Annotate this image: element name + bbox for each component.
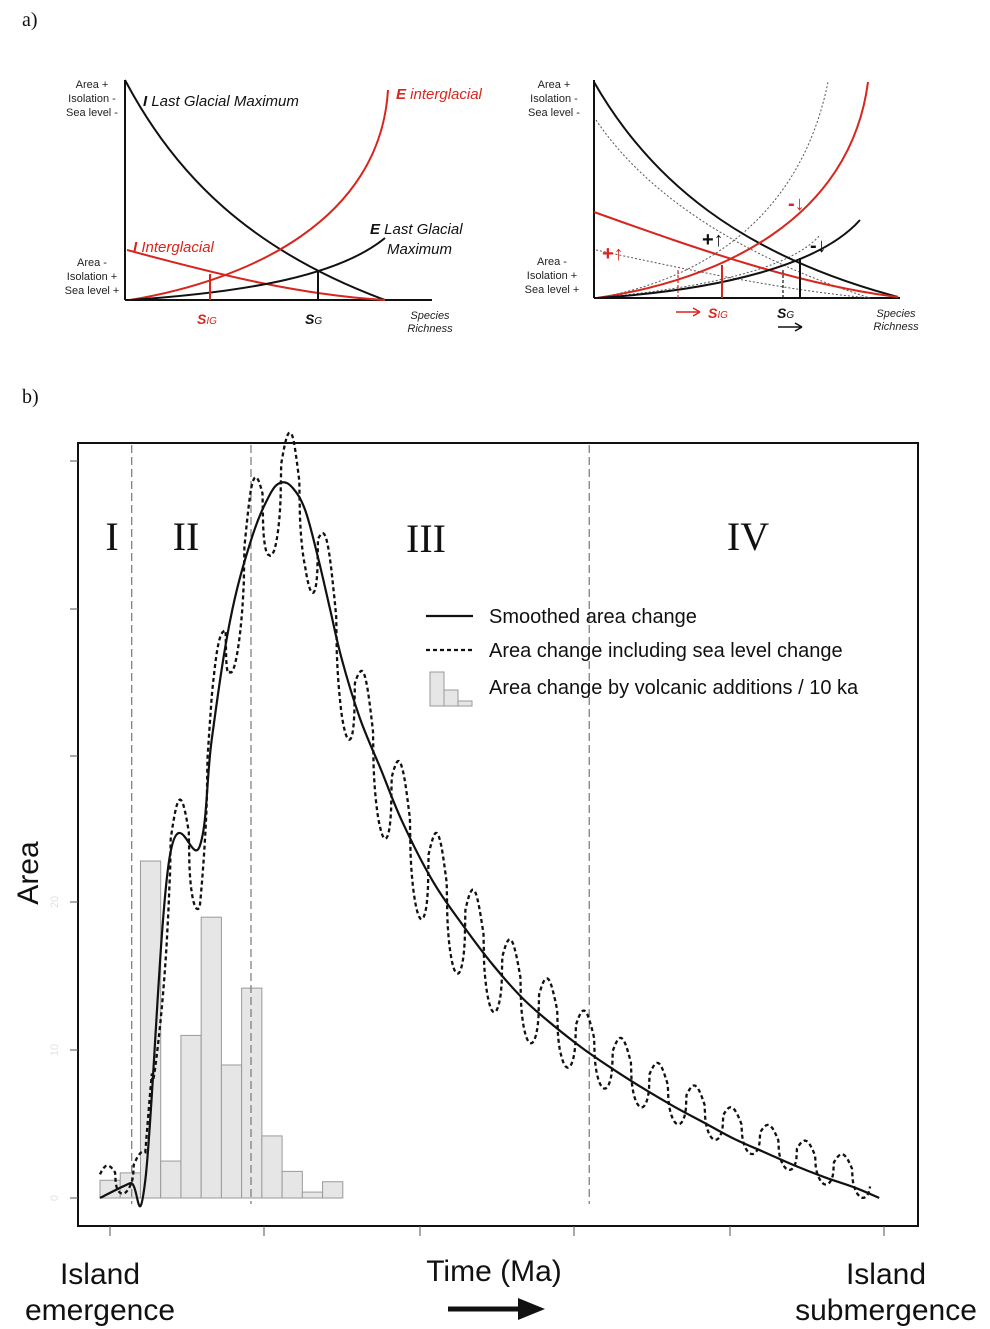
left-ylabel-bottom-3: Sea level + bbox=[65, 285, 120, 297]
phase-II: II bbox=[173, 514, 200, 559]
histogram-bar bbox=[261, 1135, 283, 1199]
x-right-label-1: Island bbox=[846, 1258, 926, 1291]
phase-I: I bbox=[105, 514, 118, 559]
right-xlabel-2: Richness bbox=[873, 321, 919, 333]
histogram bbox=[99, 860, 344, 1199]
label-e-lgm-2: Maximum bbox=[387, 241, 452, 258]
panel-b-label: b) bbox=[22, 386, 39, 408]
left-ylabel-top-2: Isolation - bbox=[68, 93, 116, 105]
histogram-bar bbox=[139, 860, 162, 1199]
ytick-10: 10 bbox=[49, 1044, 61, 1056]
legend: Smoothed area change Area change includi… bbox=[426, 606, 859, 707]
right-ylabel-top-2: Isolation - bbox=[530, 93, 578, 105]
series-sea-level-dotted bbox=[98, 431, 872, 1199]
histogram-bar bbox=[180, 1034, 202, 1199]
right-ylabel-top-1: Area + bbox=[538, 79, 571, 91]
legend-solid-label: Smoothed area change bbox=[489, 606, 697, 628]
legend-hist-swatch bbox=[429, 671, 473, 707]
right-sg-label: SG bbox=[777, 305, 794, 321]
curve-extinction-interglacial bbox=[129, 89, 389, 301]
right-curve-i-black bbox=[593, 81, 899, 298]
left-ylabel-top-3: Sea level - bbox=[66, 107, 118, 119]
curve-immigration-interglacial bbox=[126, 249, 386, 301]
legend-hist-label: Area change by volcanic additions / 10 k… bbox=[489, 677, 859, 699]
curve-extinction-lgm bbox=[129, 237, 386, 301]
left-ylabel-bottom-1: Area - bbox=[77, 257, 107, 269]
plus-up-red: +↑ bbox=[602, 243, 624, 265]
right-curve-e-black bbox=[596, 219, 861, 299]
histogram-bar bbox=[160, 1160, 182, 1199]
histogram-bar bbox=[322, 1181, 344, 1199]
panel-a-right: Area + Isolation - Sea level - Area - Is… bbox=[525, 79, 919, 333]
left-xlabel-2: Richness bbox=[407, 323, 453, 335]
ytick-0: 0 bbox=[49, 1195, 61, 1201]
plot-frame bbox=[77, 442, 919, 1227]
left-ylabel-bottom-2: Isolation + bbox=[67, 271, 117, 283]
ytick-20: 20 bbox=[49, 896, 61, 908]
phase-III: III bbox=[406, 516, 446, 561]
phase-boundaries bbox=[131, 445, 590, 1204]
label-i-lgm: I Last Glacial Maximum bbox=[143, 93, 299, 110]
right-curve-i-red bbox=[593, 211, 899, 298]
ref-curve-1 bbox=[595, 119, 871, 299]
plus-up-black: +↑ bbox=[702, 229, 724, 251]
x-axis-label: Time (Ma) bbox=[426, 1255, 562, 1288]
minus-down-red: -↓ bbox=[788, 193, 805, 215]
label-i-interglacial: I Interglacial bbox=[133, 239, 215, 256]
curve-immigration-lgm bbox=[124, 79, 386, 301]
panel-b: 0 10 20 I II III IV Smoothed area change… bbox=[12, 431, 977, 1327]
minus-down-black: -↓ bbox=[810, 235, 827, 257]
left-ylabel-top-1: Area + bbox=[76, 79, 109, 91]
right-ylabel-bottom-2: Isolation + bbox=[527, 270, 577, 282]
right-sig-label: SIG bbox=[708, 305, 728, 321]
right-ylabel-bottom-3: Sea level + bbox=[525, 284, 580, 296]
series-smoothed-area bbox=[99, 481, 880, 1208]
panel-a-left: Area + Isolation - Sea level - Area - Is… bbox=[65, 79, 483, 335]
right-curve-e-red bbox=[596, 81, 869, 299]
label-e-lgm: E Last Glacial bbox=[370, 221, 463, 238]
histogram-bar bbox=[241, 987, 263, 1199]
right-xlabel-1: Species bbox=[876, 308, 916, 320]
x-right-label-2: submergence bbox=[795, 1294, 977, 1327]
histogram-bar bbox=[281, 1170, 303, 1199]
label-e-interglacial: E interglacial bbox=[396, 86, 483, 103]
right-ylabel-top-3: Sea level - bbox=[528, 107, 580, 119]
panel-a-label: a) bbox=[22, 9, 38, 31]
ref-curve-2 bbox=[596, 81, 829, 299]
legend-dotted-label: Area change including sea level change bbox=[489, 640, 843, 662]
ref-curve-3 bbox=[595, 249, 871, 299]
y-axis-label: Area bbox=[12, 841, 45, 905]
left-xlabel-1: Species bbox=[410, 310, 450, 322]
ref-curve-4 bbox=[596, 234, 821, 299]
histogram-bar bbox=[200, 916, 222, 1199]
time-arrow-head bbox=[518, 1298, 545, 1320]
histogram-bar bbox=[301, 1191, 324, 1199]
left-sg-label: SG bbox=[305, 311, 322, 327]
x-left-label-1: Island bbox=[60, 1258, 140, 1291]
right-ylabel-bottom-1: Area - bbox=[537, 256, 567, 268]
x-left-label-2: emergence bbox=[25, 1294, 175, 1327]
left-sig-label: SIG bbox=[197, 311, 217, 327]
phase-IV: IV bbox=[727, 514, 769, 559]
histogram-bar bbox=[220, 1064, 243, 1199]
